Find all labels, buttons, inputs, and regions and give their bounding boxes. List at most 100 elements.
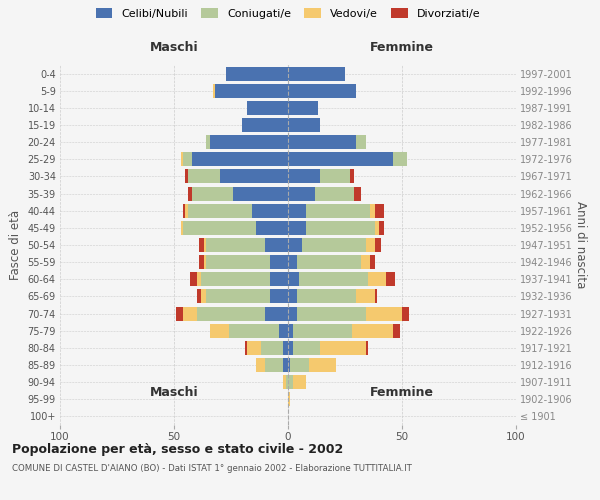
Bar [220, 170, 288, 183]
Y-axis label: Anni di nascita: Anni di nascita [574, 202, 587, 288]
Bar [265, 238, 288, 252]
Bar [361, 255, 370, 269]
Bar [288, 221, 306, 235]
Bar [256, 221, 288, 235]
Bar [203, 255, 206, 269]
Bar [188, 170, 220, 183]
Bar [288, 204, 306, 218]
Text: Femmine: Femmine [370, 41, 434, 54]
Bar [365, 341, 368, 355]
Bar [199, 238, 203, 252]
Bar [299, 272, 368, 286]
Bar [320, 170, 350, 183]
Bar [288, 392, 290, 406]
Bar [288, 290, 297, 304]
Bar [183, 204, 185, 218]
Bar [386, 272, 395, 286]
Text: Popolazione per età, sesso e stato civile - 2002: Popolazione per età, sesso e stato civil… [12, 442, 343, 456]
Bar [374, 204, 384, 218]
Bar [233, 186, 288, 200]
Bar [199, 255, 203, 269]
Text: Maschi: Maschi [149, 41, 199, 54]
Bar [290, 358, 308, 372]
Bar [293, 341, 320, 355]
Bar [197, 290, 202, 304]
Bar [297, 290, 356, 304]
Bar [352, 324, 393, 338]
Bar [293, 375, 306, 389]
Bar [211, 324, 229, 338]
Bar [402, 306, 409, 320]
Bar [320, 341, 365, 355]
Bar [308, 358, 336, 372]
Bar [245, 341, 247, 355]
Bar [185, 170, 188, 183]
Bar [229, 324, 279, 338]
Bar [183, 221, 256, 235]
Bar [354, 186, 361, 200]
Bar [226, 66, 288, 80]
Bar [288, 306, 297, 320]
Bar [288, 358, 290, 372]
Bar [213, 84, 215, 98]
Bar [206, 290, 270, 304]
Bar [288, 324, 293, 338]
Text: COMUNE DI CASTEL D'AIANO (BO) - Dati ISTAT 1° gennaio 2002 - Elaborazione TUTTIT: COMUNE DI CASTEL D'AIANO (BO) - Dati IST… [12, 464, 412, 473]
Bar [356, 135, 365, 149]
Bar [181, 152, 183, 166]
Bar [374, 238, 382, 252]
Bar [197, 272, 202, 286]
Bar [379, 221, 384, 235]
Bar [288, 255, 297, 269]
Y-axis label: Fasce di età: Fasce di età [9, 210, 22, 280]
Bar [370, 255, 374, 269]
Bar [297, 306, 365, 320]
Bar [288, 101, 317, 115]
Bar [181, 221, 183, 235]
Bar [185, 204, 188, 218]
Bar [176, 306, 183, 320]
Bar [288, 272, 299, 286]
Bar [288, 135, 356, 149]
Bar [190, 272, 197, 286]
Bar [288, 375, 293, 389]
Bar [283, 341, 288, 355]
Bar [283, 358, 288, 372]
Bar [350, 170, 354, 183]
Bar [203, 238, 206, 252]
Bar [288, 238, 302, 252]
Bar [211, 135, 288, 149]
Text: Femmine: Femmine [370, 386, 434, 398]
Text: Maschi: Maschi [149, 386, 199, 398]
Bar [365, 306, 402, 320]
Bar [202, 272, 270, 286]
Bar [368, 272, 386, 286]
Bar [256, 358, 265, 372]
Bar [215, 84, 288, 98]
Bar [192, 186, 233, 200]
Bar [374, 290, 377, 304]
Bar [306, 204, 370, 218]
Bar [260, 341, 283, 355]
Bar [247, 341, 260, 355]
Bar [293, 324, 352, 338]
Bar [288, 341, 293, 355]
Bar [188, 204, 251, 218]
Bar [202, 290, 206, 304]
Bar [251, 204, 288, 218]
Bar [270, 290, 288, 304]
Bar [288, 170, 320, 183]
Bar [270, 272, 288, 286]
Bar [270, 255, 288, 269]
Bar [288, 118, 320, 132]
Bar [393, 152, 407, 166]
Bar [192, 152, 288, 166]
Bar [197, 306, 265, 320]
Bar [206, 135, 211, 149]
Bar [188, 186, 192, 200]
Bar [370, 204, 374, 218]
Bar [242, 118, 288, 132]
Bar [306, 221, 374, 235]
Bar [365, 238, 374, 252]
Bar [288, 66, 345, 80]
